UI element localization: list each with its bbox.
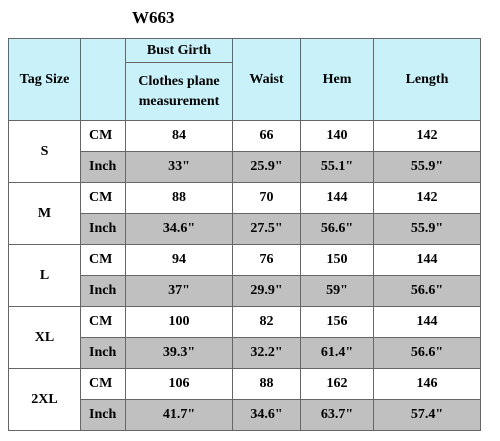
- value-cell: 34.6": [125, 213, 233, 245]
- size-row: Inch 34.6" 27.5" 56.6" 55.9": [9, 213, 481, 245]
- value-cell: 55.1": [300, 151, 374, 183]
- size-cell: 2XL: [8, 368, 81, 431]
- value-cell: 25.9": [232, 151, 301, 183]
- value-cell: 29.9": [232, 275, 301, 307]
- value-cell: 56.6": [373, 337, 481, 369]
- title: W663: [132, 8, 175, 27]
- unit-cell: CM: [80, 120, 126, 152]
- value-cell: 94: [125, 244, 233, 276]
- unit-cell: Inch: [80, 213, 126, 245]
- value-cell: 144: [373, 306, 481, 338]
- value-cell: 70: [232, 182, 301, 214]
- unit-cell: CM: [80, 306, 126, 338]
- value-cell: 100: [125, 306, 233, 338]
- value-cell: 144: [300, 182, 374, 214]
- unit-cell: Inch: [80, 399, 126, 431]
- unit-cell: CM: [80, 368, 126, 400]
- value-cell: 34.6": [232, 399, 301, 431]
- value-cell: 32.2": [232, 337, 301, 369]
- value-cell: 88: [232, 368, 301, 400]
- value-cell: 55.9": [373, 151, 481, 183]
- size-row: M CM 88 70 144 142: [8, 182, 481, 245]
- unit-cell: Inch: [80, 275, 126, 307]
- header-cell: Hem: [300, 38, 374, 121]
- value-cell: 33": [125, 151, 233, 183]
- value-cell: 56.6": [300, 213, 374, 245]
- value-cell: 55.9": [373, 213, 481, 245]
- size-cell: XL: [8, 306, 81, 369]
- value-cell: 39.3": [125, 337, 233, 369]
- size-row: L CM 94 76 150 144: [8, 244, 481, 307]
- unit-cell: Inch: [80, 151, 126, 183]
- value-cell: 63.7": [300, 399, 374, 431]
- value-cell: 61.4": [300, 337, 374, 369]
- size-row: Inch 39.3" 32.2" 61.4" 56.6": [9, 337, 481, 369]
- value-cell: 41.7": [125, 399, 233, 431]
- size-cell: S: [8, 120, 81, 183]
- value-cell: 88: [125, 182, 233, 214]
- unit-cell: CM: [80, 244, 126, 276]
- value-cell: 57.4": [373, 399, 481, 431]
- value-cell: 156: [300, 306, 374, 338]
- value-cell: 144: [373, 244, 481, 276]
- value-cell: 82: [232, 306, 301, 338]
- value-cell: 56.6": [373, 275, 481, 307]
- value-cell: 37": [125, 275, 233, 307]
- value-cell: 146: [373, 368, 481, 400]
- size-row: Inch 37" 29.9" 59" 56.6": [9, 275, 481, 307]
- value-cell: 84: [125, 120, 233, 152]
- header-cell: [80, 38, 126, 121]
- header-cell: Tag Size: [8, 38, 81, 121]
- value-cell: 59": [300, 275, 374, 307]
- value-cell: 142: [373, 120, 481, 152]
- header-cell: Waist: [232, 38, 301, 121]
- value-cell: 66: [232, 120, 301, 152]
- size-row: S CM 84 66 140 142: [8, 120, 481, 183]
- value-cell: 27.5": [232, 213, 301, 245]
- header-cell: Length: [373, 38, 481, 121]
- size-table: Tag Size Bust Girth Waist Hem Length Clo…: [8, 38, 481, 431]
- value-cell: 150: [300, 244, 374, 276]
- value-cell: 76: [232, 244, 301, 276]
- unit-cell: Inch: [80, 337, 126, 369]
- header-cell: Clothes plane measurement: [125, 62, 233, 121]
- size-row: Inch 41.7" 34.6" 63.7" 57.4": [9, 399, 481, 431]
- size-row: Inch 33" 25.9" 55.1" 55.9": [9, 151, 481, 183]
- size-row: 2XL CM 106 88 162 146: [8, 368, 481, 431]
- header-cell: Bust Girth: [125, 38, 233, 63]
- size-cell: L: [8, 244, 81, 307]
- value-cell: 140: [300, 120, 374, 152]
- unit-cell: CM: [80, 182, 126, 214]
- size-row: XL CM 100 82 156 144: [8, 306, 481, 369]
- value-cell: 142: [373, 182, 481, 214]
- value-cell: 162: [300, 368, 374, 400]
- size-cell: M: [8, 182, 81, 245]
- value-cell: 106: [125, 368, 233, 400]
